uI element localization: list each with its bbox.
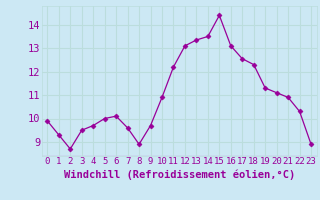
X-axis label: Windchill (Refroidissement éolien,°C): Windchill (Refroidissement éolien,°C) [64, 169, 295, 180]
